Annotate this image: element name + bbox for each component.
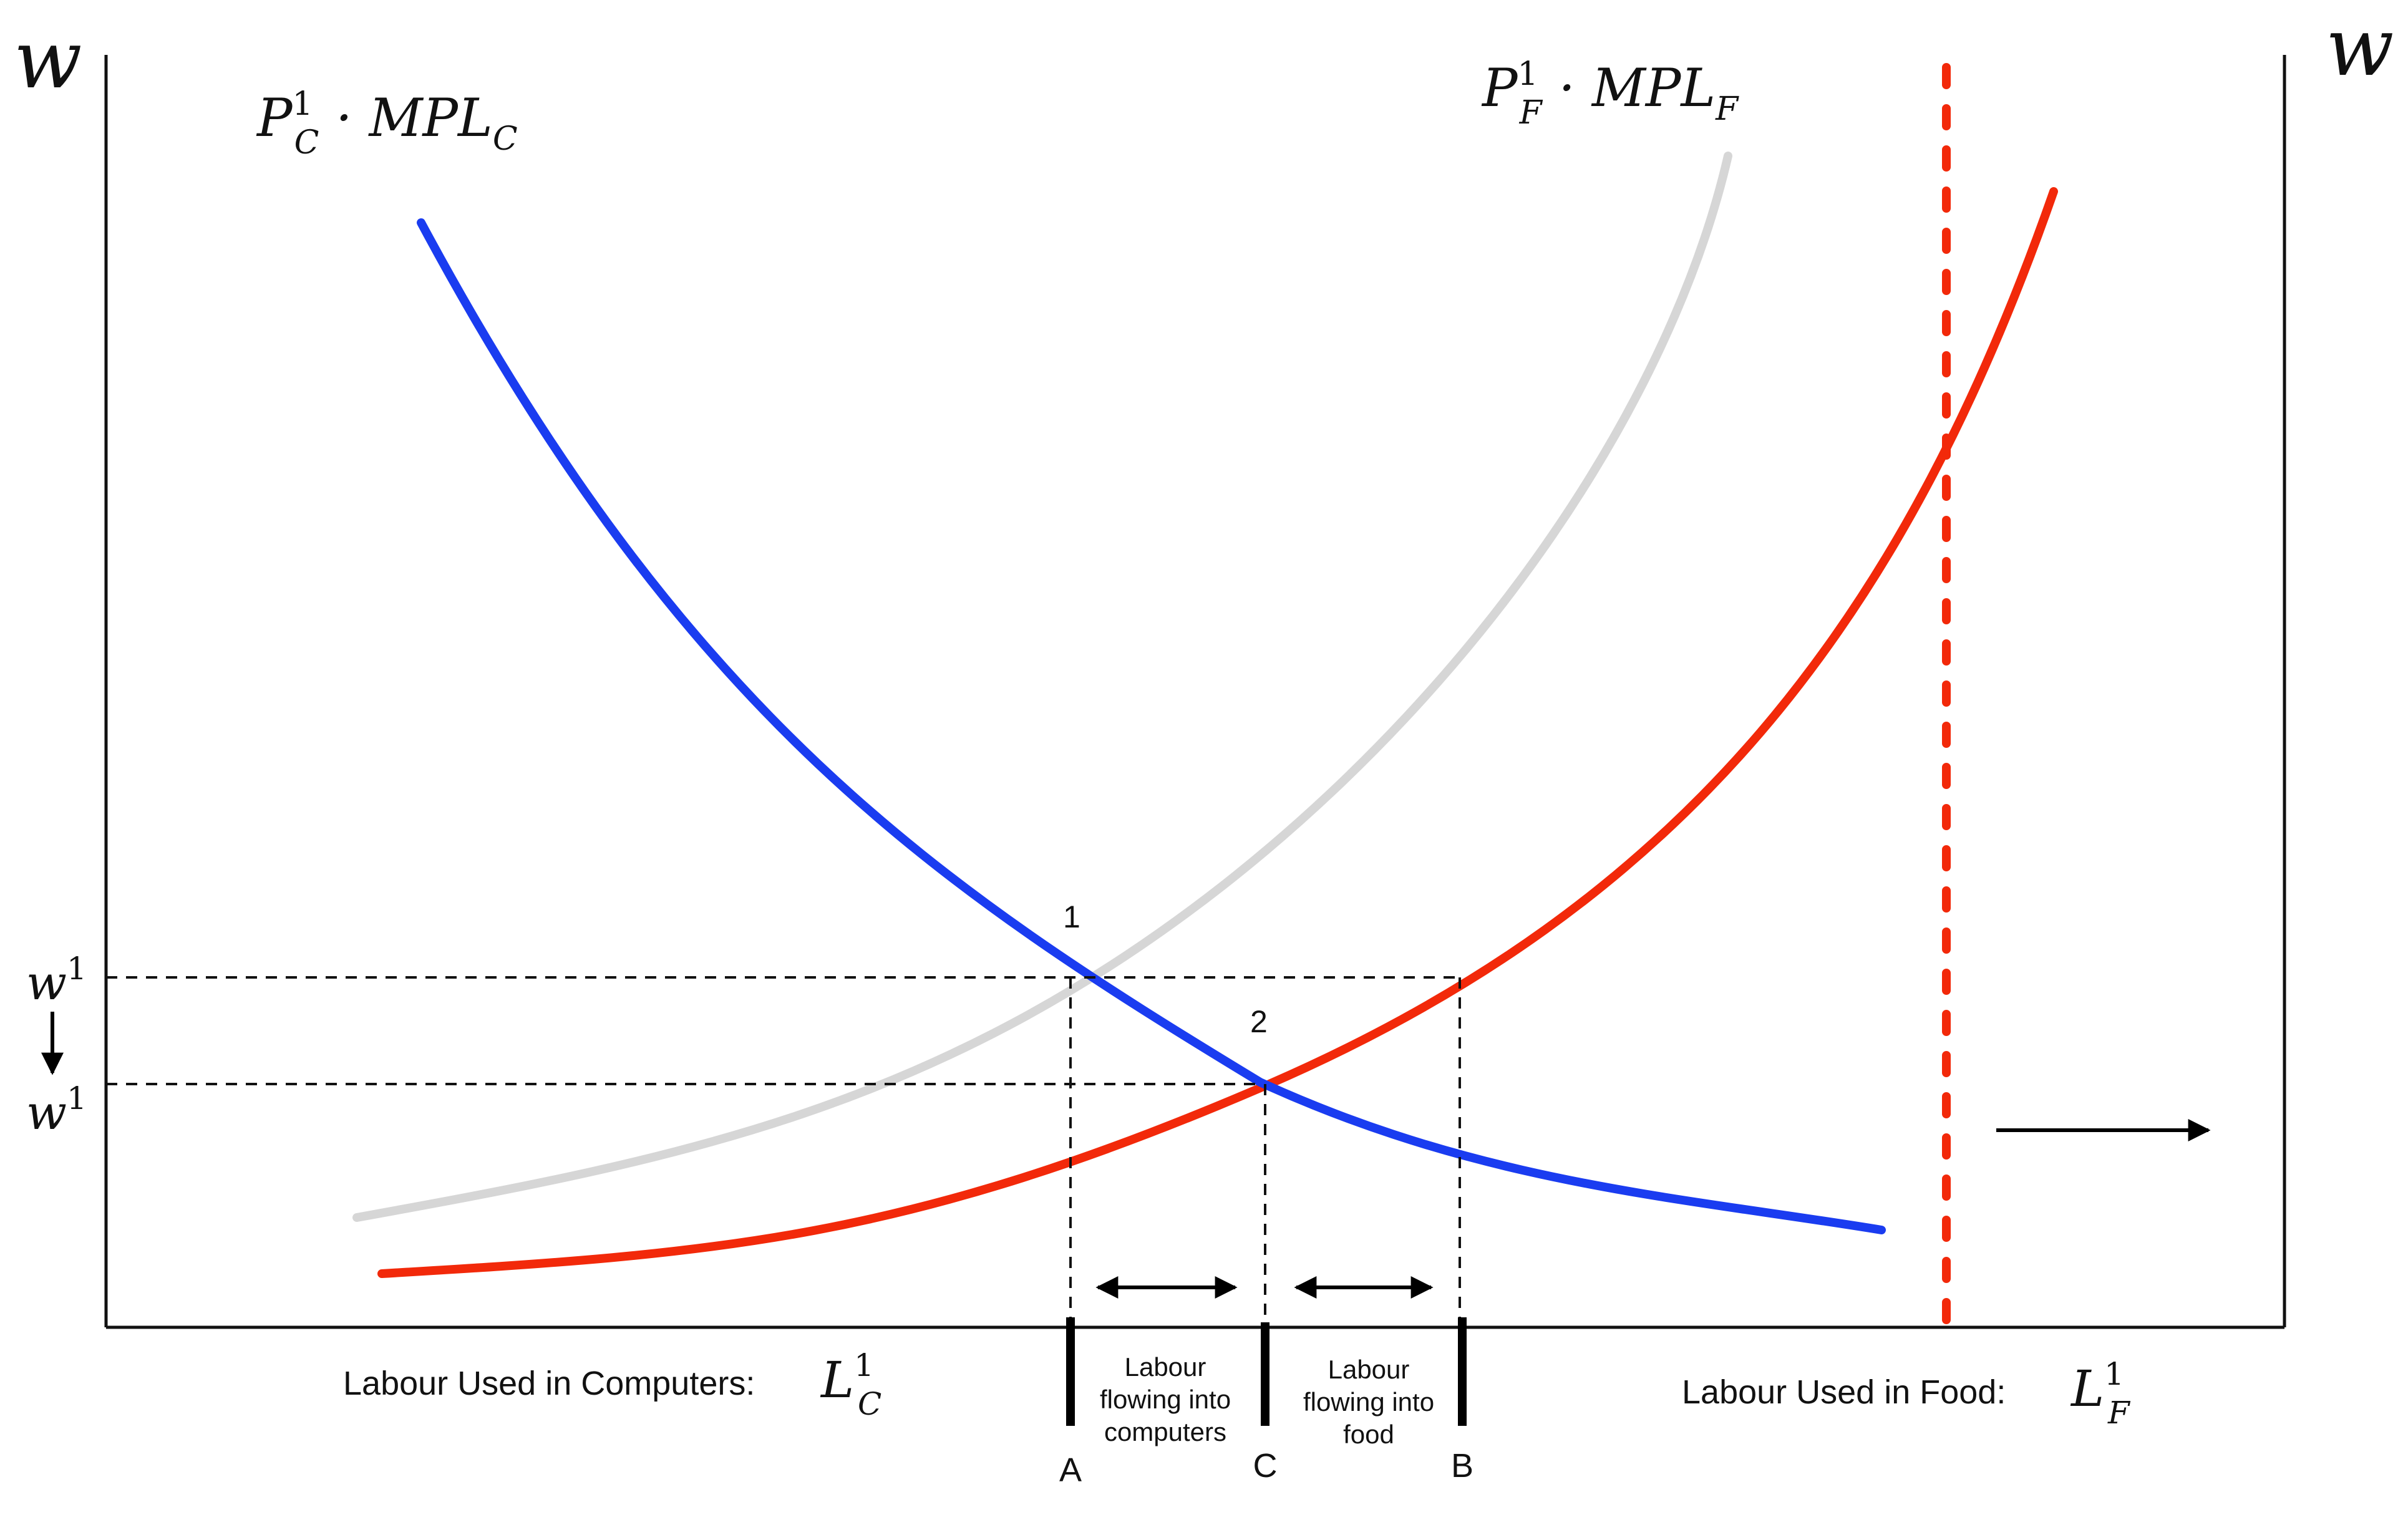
food-old-mpl-curve: [352, 152, 1732, 1222]
svg-text:Labour Used in Food:: Labour Used in Food:: [1682, 1373, 2006, 1411]
tick-B-label: B: [1451, 1447, 1473, 1484]
svg-text:P1F · MPLF: P1 F · MPLF: [1481, 56, 1739, 132]
svg-text:computers: computers: [1104, 1417, 1226, 1446]
computers-mpl-curve: [417, 218, 1886, 1234]
svg-text:w1: w1: [26, 1080, 87, 1140]
svg-text:food: food: [1343, 1420, 1394, 1449]
food-curve-label: P1 F · MPLF: [1481, 56, 1739, 132]
svg-text:L1C: L1 C: [820, 1347, 881, 1422]
svg-text:L1F: L1 F: [2070, 1356, 2131, 1431]
svg-text:Labour: Labour: [1125, 1352, 1206, 1382]
flow-into-food-text: Labour flowing into food: [1303, 1355, 1434, 1449]
point-1-label: 1: [1063, 899, 1080, 934]
svg-text:Labour: Labour: [1328, 1355, 1410, 1384]
tick-A-label: A: [1059, 1451, 1082, 1489]
flow-into-computers-text: Labour flowing into computers: [1100, 1352, 1231, 1446]
computers-labour-axis-label: Labour Used in Computers: L1 C: [343, 1347, 881, 1422]
food-labour-axis-label: Labour Used in Food: L1 F: [1682, 1356, 2131, 1431]
right-wage-axis-label: w: [2326, 1, 2394, 94]
svg-text:flowing into: flowing into: [1100, 1385, 1231, 1414]
w2-label: w1: [26, 1080, 87, 1140]
w1-label: w1: [26, 951, 87, 1010]
svg-text:w1: w1: [26, 951, 87, 1010]
computers-curve-label: P1 C · MPLC: [256, 85, 518, 162]
food-new-mpl-curve: [377, 187, 2058, 1278]
tick-C-label: C: [1253, 1447, 1278, 1484]
point-2-label: 2: [1250, 1004, 1268, 1039]
svg-text:Labour Used in Computers:: Labour Used in Computers:: [343, 1365, 755, 1402]
svg-text:flowing into: flowing into: [1303, 1387, 1434, 1417]
left-wage-axis-label: w: [14, 14, 82, 107]
svg-text:P1C · MPLC: P1 C · MPLC: [256, 85, 518, 162]
